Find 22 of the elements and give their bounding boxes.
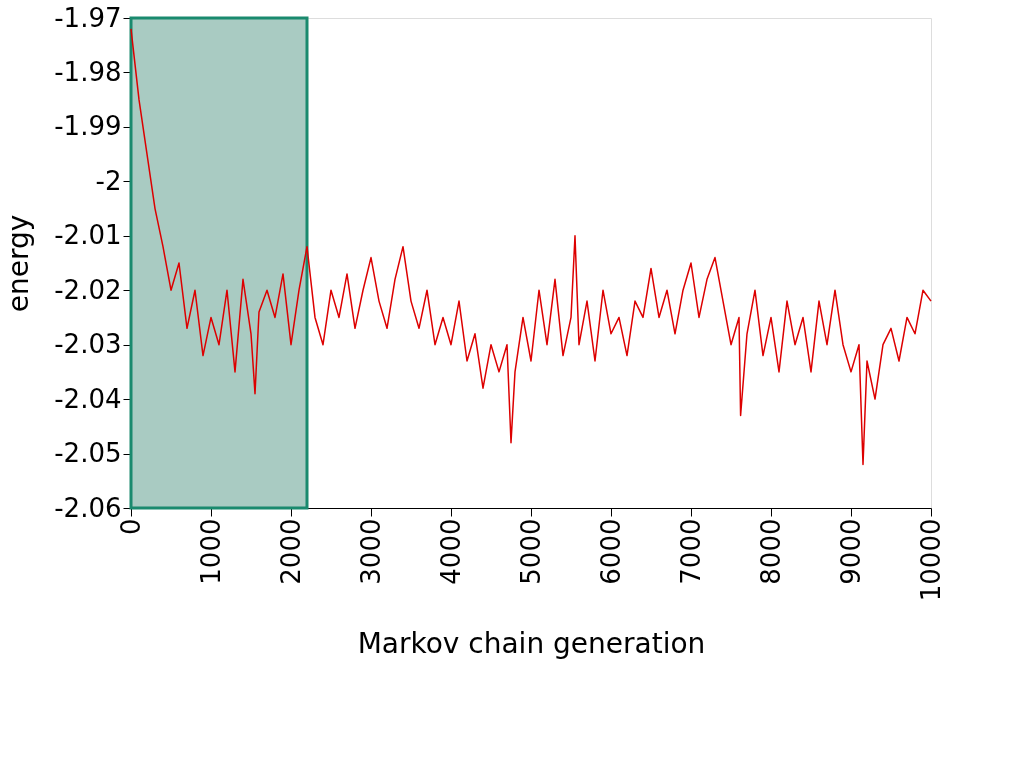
- x-tick-label: 6000: [595, 518, 626, 585]
- y-axis-title: energy: [2, 214, 36, 313]
- y-tick-label: -1.97: [54, 2, 122, 33]
- x-tick-label: 10000: [915, 518, 946, 602]
- x-tick-label: 5000: [515, 518, 546, 585]
- x-tick-label: 7000: [675, 518, 706, 585]
- y-tick-label: -1.98: [54, 56, 122, 87]
- x-tick-label: 3000: [355, 518, 386, 585]
- y-tick-label: -2.02: [54, 274, 122, 305]
- y-tick-label: -2.03: [54, 329, 122, 360]
- y-tick-label: -1.99: [54, 111, 122, 142]
- y-tick-label: -2: [95, 165, 122, 196]
- x-tick-label: 9000: [835, 518, 866, 585]
- x-tick-label: 1000: [195, 518, 226, 585]
- line-series: [130, 28, 932, 466]
- y-tick-label: -2.05: [54, 438, 122, 469]
- x-tick-label: 4000: [435, 518, 466, 585]
- x-axis-title: Markov chain generation: [357, 627, 706, 661]
- x-tick-label: 2000: [275, 518, 306, 585]
- y-tick-label: -2.01: [54, 220, 122, 251]
- x-tick-label: 8000: [755, 518, 786, 585]
- y-tick-label: -2.04: [54, 383, 122, 414]
